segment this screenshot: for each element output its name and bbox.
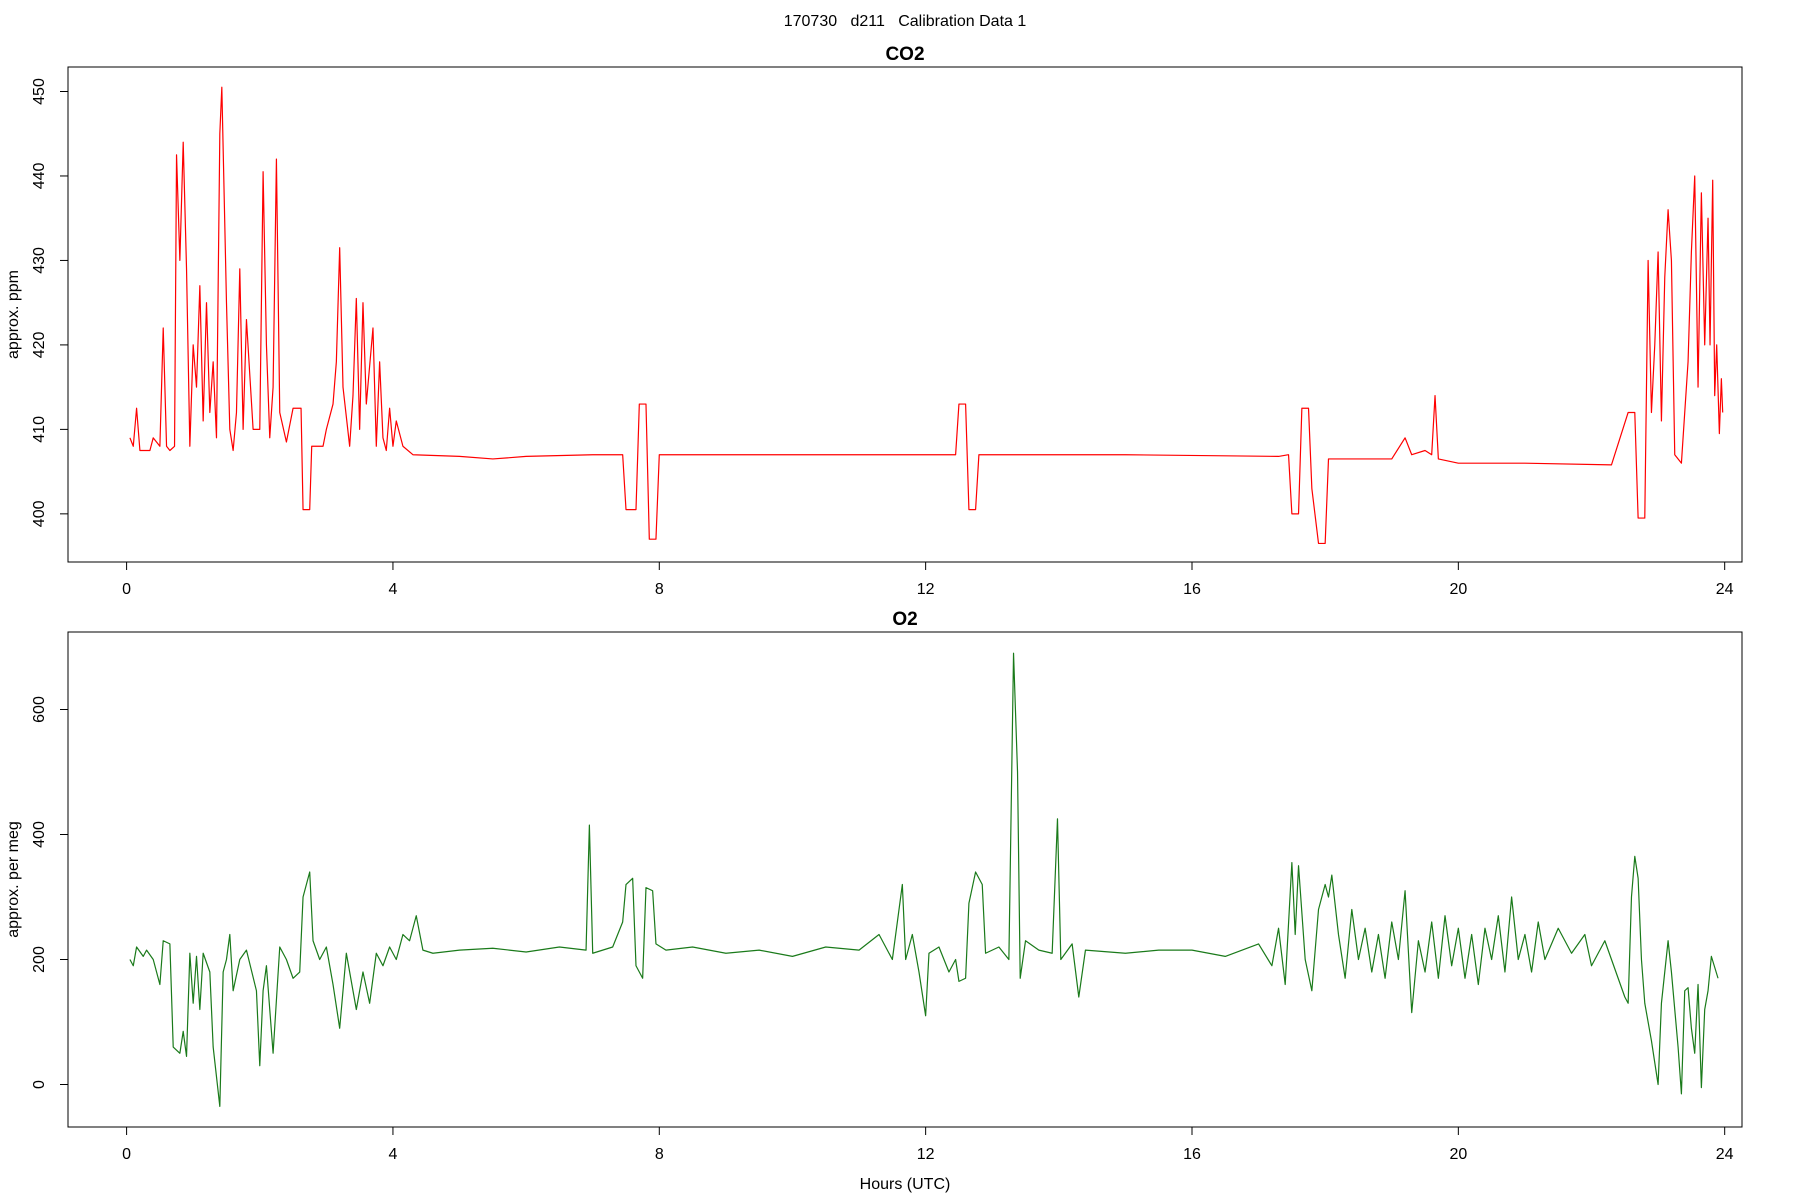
- y-tick-label: 430: [31, 247, 48, 274]
- chart-title: O2: [892, 609, 917, 630]
- plot-frame: [67, 631, 1743, 1128]
- x-tick-label: 4: [388, 581, 397, 598]
- x-tick-label: 12: [917, 1146, 935, 1163]
- data-line: [129, 86, 1724, 545]
- y-tick-label: 420: [31, 331, 48, 358]
- plot-frame: [67, 66, 1743, 563]
- x-tick-label: 16: [1183, 1146, 1201, 1163]
- x-tick-label: 4: [388, 1146, 397, 1163]
- x-tick-label: 8: [655, 1146, 664, 1163]
- x-tick-label: 24: [1716, 581, 1734, 598]
- data-line: [129, 652, 1719, 1107]
- y-axis-label: approx. per meg: [5, 821, 22, 938]
- y-tick-label: 450: [31, 78, 48, 105]
- y-axis-label: approx. ppm: [5, 270, 22, 359]
- x-tick-label: 24: [1716, 1146, 1734, 1163]
- x-tick-label: 8: [655, 581, 664, 598]
- y-tick-label: 600: [31, 696, 48, 723]
- y-tick-label: 0: [31, 1080, 48, 1089]
- y-tick-label: 440: [31, 163, 48, 190]
- chart-title: CO2: [885, 44, 924, 65]
- y-tick-label: 400: [31, 500, 48, 527]
- x-tick-label: 12: [917, 581, 935, 598]
- y-tick-label: 410: [31, 416, 48, 443]
- x-tick-label: 16: [1183, 581, 1201, 598]
- figure-title: 170730 d211 Calibration Data 1: [784, 13, 1027, 30]
- y-tick-label: 200: [31, 946, 48, 973]
- x-tick-label: 20: [1449, 581, 1467, 598]
- x-tick-label: 0: [122, 1146, 131, 1163]
- x-tick-label: 20: [1449, 1146, 1467, 1163]
- x-tick-label: 0: [122, 581, 131, 598]
- y-tick-label: 400: [31, 821, 48, 848]
- x-axis-label: Hours (UTC): [860, 1176, 951, 1193]
